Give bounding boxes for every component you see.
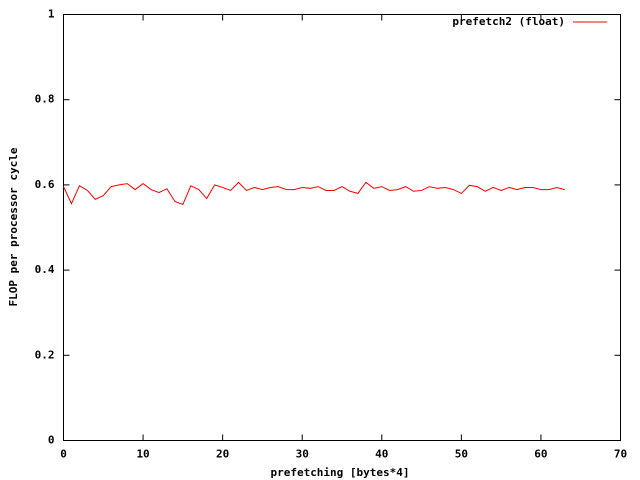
y-axis-label: FLOP per processor cycle [7,147,20,306]
y-tick-label: 1 [48,8,55,21]
y-tick-label: 0.6 [35,178,55,191]
x-tick-label: 60 [534,448,547,461]
y-tick-label: 0.8 [35,93,55,106]
x-tick-label: 50 [455,448,468,461]
legend-label: prefetch2 (float) [452,15,565,28]
x-tick-label: 40 [375,448,388,461]
x-tick-label: 0 [60,448,67,461]
y-tick-label: 0 [48,434,55,447]
x-tick-label: 70 [614,448,627,461]
plot-border [63,14,621,441]
y-tick-label: 0.4 [35,263,55,276]
y-tick-label: 0.2 [35,348,55,361]
series-line [63,181,565,206]
x-tick-label: 10 [136,448,149,461]
x-axis-label: prefetching [bytes*4] [270,466,409,479]
x-tick-label: 20 [216,448,229,461]
x-tick-label: 30 [296,448,309,461]
